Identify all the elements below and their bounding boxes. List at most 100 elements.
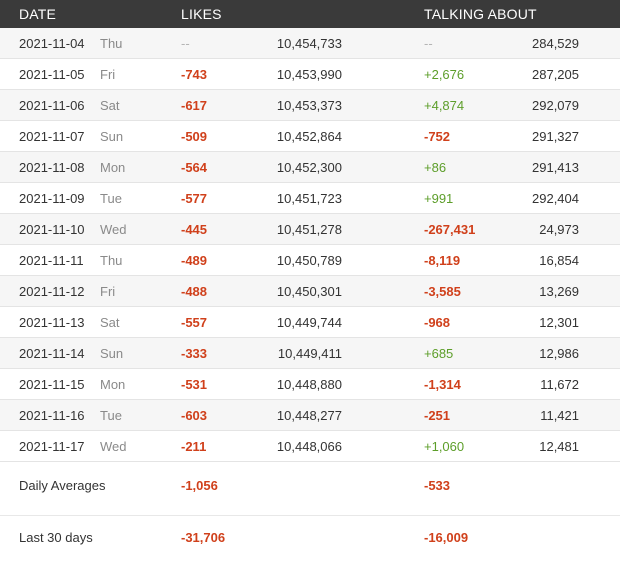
row-date: 2021-11-16 — [19, 408, 85, 423]
row-day: Sun — [100, 129, 124, 144]
row-day: Sun — [100, 346, 124, 361]
row-talking-change: +991 — [424, 191, 454, 206]
row-date: 2021-11-09 — [19, 191, 85, 206]
row-talking: 24,973 — [539, 222, 579, 237]
row-talking: 292,079 — [532, 98, 579, 113]
row-day: Thu — [100, 36, 123, 51]
table-row: 2021-11-15 Mon -531 10,448,880 -1,314 11,672 — [0, 369, 620, 400]
row-likes: 10,451,723 — [276, 191, 342, 206]
row-likes: 10,448,880 — [276, 377, 342, 392]
row-talking-change: -8,119 — [424, 253, 461, 268]
row-talking-change: +4,874 — [424, 98, 465, 113]
row-day: Mon — [100, 377, 126, 392]
table-row: 2021-11-05 Fri -743 10,453,990 +2,676 287,205 — [0, 59, 620, 90]
row-talking: 12,986 — [539, 346, 579, 361]
row-date: 2021-11-15 — [19, 377, 85, 392]
row-talking-change: +86 — [424, 160, 447, 175]
row-likes-change: -743 — [181, 67, 208, 82]
row-date: 2021-11-08 — [19, 160, 85, 175]
row-likes: 10,448,277 — [276, 408, 342, 423]
row-talking-change: -251 — [424, 408, 451, 423]
row-date: 2021-11-06 — [19, 98, 85, 113]
row-likes: 10,452,864 — [276, 129, 342, 144]
row-day: Fri — [100, 67, 116, 82]
row-talking: 284,529 — [532, 36, 579, 51]
row-date: 2021-11-13 — [19, 315, 85, 330]
row-date: 2021-11-10 — [19, 222, 85, 237]
table-row: 2021-11-13 Sat -557 10,449,744 -968 12,301 — [0, 307, 620, 338]
row-talking: 287,205 — [532, 67, 579, 82]
row-talking: 12,481 — [539, 439, 579, 454]
last-30-days-row: Last 30 days -31,706 -16,009 — [0, 516, 620, 568]
row-talking-change: -3,585 — [424, 284, 461, 299]
table-row: 2021-11-17 Wed -211 10,448,066 +1,060 12,481 — [0, 431, 620, 462]
row-likes-change: -333 — [181, 346, 208, 361]
row-talking: 11,421 — [540, 408, 579, 423]
last-30-days-label: Last 30 days — [19, 530, 93, 545]
row-likes-change: -617 — [181, 98, 208, 113]
row-likes: 10,450,301 — [276, 284, 342, 299]
row-talking: 292,404 — [532, 191, 579, 206]
row-day: Wed — [100, 439, 127, 454]
row-day: Wed — [100, 222, 127, 237]
row-date: 2021-11-12 — [19, 284, 85, 299]
daily-averages-row: Daily Averages -1,056 -533 — [0, 464, 620, 516]
table-row: 2021-11-04 Thu -- 10,454,733 -- 284,529 — [0, 28, 620, 59]
row-talking: 11,672 — [540, 377, 579, 392]
table-row: 2021-11-14 Sun -333 10,449,411 +685 12,986 — [0, 338, 620, 369]
row-likes: 10,454,733 — [276, 36, 342, 51]
row-likes: 10,449,411 — [277, 346, 342, 361]
row-day: Tue — [100, 191, 122, 206]
row-day: Fri — [100, 284, 116, 299]
table-header: DATE LIKES TALKING ABOUT — [0, 0, 620, 28]
daily-averages-likes-change: -1,056 — [181, 478, 218, 493]
row-date: 2021-11-05 — [19, 67, 85, 82]
row-talking-change: -1,314 — [424, 377, 461, 392]
daily-averages-talking-change: -533 — [424, 478, 451, 493]
last-30-days-likes-change: -31,706 — [181, 530, 226, 545]
header-date: DATE — [19, 6, 57, 22]
row-likes-change: -564 — [181, 160, 208, 175]
row-date: 2021-11-04 — [19, 36, 85, 51]
row-day: Thu — [100, 253, 123, 268]
row-date: 2021-11-07 — [19, 129, 85, 144]
row-talking-change: -752 — [424, 129, 451, 144]
row-likes: 10,451,278 — [276, 222, 342, 237]
row-talking: 13,269 — [539, 284, 579, 299]
header-talking-about: TALKING ABOUT — [424, 6, 537, 22]
row-likes-change: -531 — [181, 377, 208, 392]
row-day: Sat — [100, 315, 120, 330]
row-likes: 10,450,789 — [276, 253, 342, 268]
row-likes-change: -557 — [181, 315, 208, 330]
table-row: 2021-11-09 Tue -577 10,451,723 +991 292,404 — [0, 183, 620, 214]
table-row: 2021-11-11 Thu -489 10,450,789 -8,119 16,854 — [0, 245, 620, 276]
table-row: 2021-11-08 Mon -564 10,452,300 +86 291,413 — [0, 152, 620, 183]
row-likes: 10,453,990 — [276, 67, 342, 82]
row-day: Mon — [100, 160, 126, 175]
row-talking-change: -968 — [424, 315, 451, 330]
table-row: 2021-11-10 Wed -445 10,451,278 -267,431 24,97… — [0, 214, 620, 245]
row-likes: 10,452,300 — [276, 160, 342, 175]
row-talking-change: +2,676 — [424, 67, 465, 82]
row-likes-change: -603 — [181, 408, 208, 423]
header-likes: LIKES — [181, 6, 222, 22]
row-likes-change: -488 — [181, 284, 208, 299]
row-likes: 10,453,373 — [276, 98, 342, 113]
row-talking: 16,854 — [539, 253, 579, 268]
row-talking-change: +685 — [424, 346, 454, 361]
table-row: 2021-11-06 Sat -617 10,453,373 +4,874 292,079 — [0, 90, 620, 121]
row-date: 2021-11-14 — [19, 346, 85, 361]
row-likes-change: -211 — [181, 439, 207, 454]
row-likes-change: -509 — [181, 129, 208, 144]
table-row: 2021-11-12 Fri -488 10,450,301 -3,585 13,269 — [0, 276, 620, 307]
row-talking: 291,413 — [532, 160, 579, 175]
row-talking: 12,301 — [539, 315, 579, 330]
row-day: Tue — [100, 408, 122, 423]
last-30-days-talking-change: -16,009 — [424, 530, 469, 545]
row-likes-change: -577 — [181, 191, 208, 206]
row-talking-change: +1,060 — [424, 439, 465, 454]
daily-averages-label: Daily Averages — [19, 478, 106, 493]
row-date: 2021-11-17 — [19, 439, 85, 454]
row-likes: 10,449,744 — [276, 315, 342, 330]
